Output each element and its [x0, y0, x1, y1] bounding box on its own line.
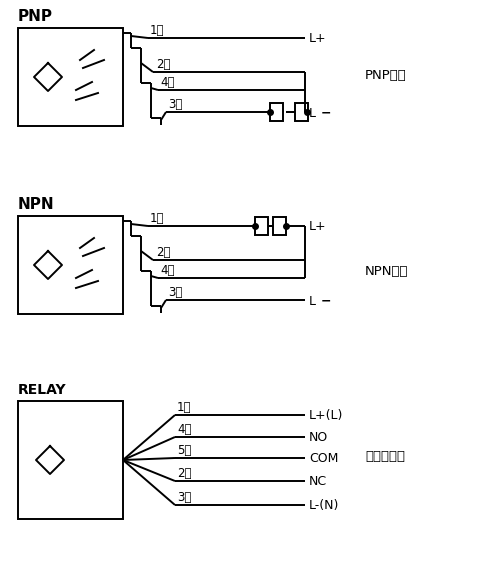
Text: 3蓝: 3蓝 — [177, 491, 192, 504]
Text: 继电器输出: 继电器输出 — [365, 449, 405, 462]
Text: L+(L): L+(L) — [309, 408, 344, 421]
Text: −: − — [321, 107, 332, 119]
Text: L: L — [309, 295, 316, 307]
Text: 2白: 2白 — [177, 467, 192, 480]
Text: COM: COM — [309, 452, 338, 465]
Text: L-(N): L-(N) — [309, 499, 340, 512]
Text: NPN输出: NPN输出 — [365, 264, 408, 278]
Text: 1棕: 1棕 — [150, 212, 164, 225]
Text: 1棕: 1棕 — [150, 24, 164, 37]
Text: NO: NO — [309, 430, 328, 444]
Text: L+: L+ — [309, 219, 326, 232]
Text: RELAY: RELAY — [18, 383, 66, 397]
Text: NPN: NPN — [18, 197, 55, 212]
Text: L+: L+ — [309, 31, 326, 44]
Bar — [270, 103, 283, 121]
Text: L: L — [309, 107, 316, 119]
Bar — [18, 28, 123, 126]
Text: NC: NC — [309, 475, 327, 488]
Text: PNP输出: PNP输出 — [365, 68, 407, 81]
Text: 4黑: 4黑 — [160, 264, 174, 277]
Text: 4黑: 4黑 — [177, 423, 192, 436]
Bar — [255, 217, 268, 235]
Text: PNP: PNP — [18, 9, 53, 24]
Text: 2白: 2白 — [156, 58, 170, 71]
Bar — [273, 217, 286, 235]
Text: 1棕: 1棕 — [177, 401, 192, 414]
Text: 3蓝: 3蓝 — [168, 98, 182, 111]
Text: 3蓝: 3蓝 — [168, 286, 182, 299]
Text: −: − — [321, 295, 332, 307]
Text: 5灰: 5灰 — [177, 444, 192, 457]
Text: 2白: 2白 — [156, 246, 170, 259]
Bar — [18, 216, 123, 314]
Text: 4黑: 4黑 — [160, 76, 174, 89]
Bar — [18, 401, 123, 519]
Bar — [295, 103, 308, 121]
